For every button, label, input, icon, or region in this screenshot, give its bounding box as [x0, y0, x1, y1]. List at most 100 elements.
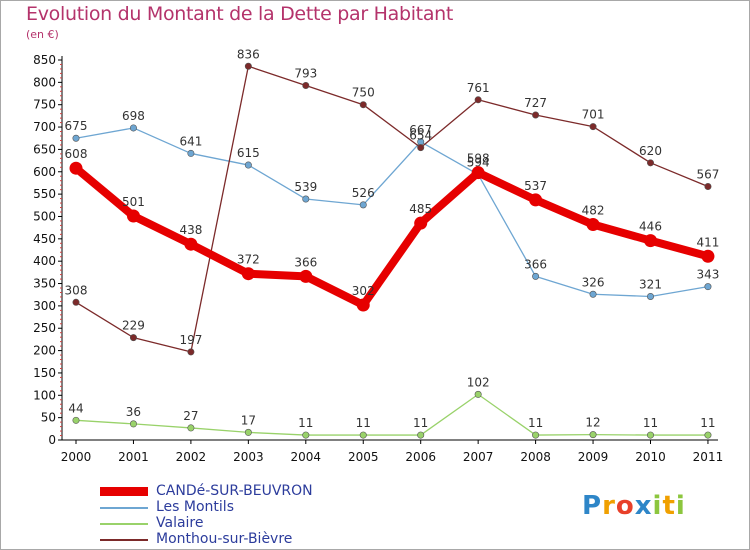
data-point — [356, 298, 370, 312]
x-tick-label: 2009 — [578, 450, 609, 464]
data-point — [129, 124, 137, 132]
logo-letter: o — [615, 491, 635, 521]
data-label: 11 — [413, 416, 428, 430]
data-label: 793 — [294, 66, 317, 80]
y-tick-label: 550 — [33, 187, 56, 201]
data-label: 654 — [409, 129, 432, 143]
proxiti-logo: Proxiti — [582, 491, 686, 521]
data-point — [644, 234, 657, 248]
logo-letter: i — [675, 491, 686, 521]
data-point — [474, 390, 482, 398]
x-tick-label: 2005 — [348, 450, 379, 464]
data-label: 308 — [65, 283, 88, 297]
data-point — [359, 101, 367, 109]
data-label: 102 — [467, 375, 490, 389]
data-label: 727 — [524, 96, 547, 110]
data-label: 321 — [639, 277, 662, 291]
data-point — [244, 62, 252, 70]
data-point — [414, 216, 428, 230]
y-tick-label: 800 — [33, 75, 56, 89]
data-label: 537 — [524, 179, 547, 193]
series-line — [75, 393, 709, 436]
y-tick-label: 50 — [41, 411, 56, 425]
data-label: 11 — [643, 416, 658, 430]
data-point — [589, 431, 597, 439]
data-label: 485 — [409, 202, 432, 216]
data-label: 36 — [126, 405, 141, 419]
y-tick-label: 100 — [33, 388, 56, 402]
data-point — [241, 267, 255, 281]
data-label: 615 — [237, 146, 260, 160]
data-point — [299, 269, 313, 283]
data-point — [417, 144, 425, 152]
data-point — [704, 283, 712, 291]
chart-title: Evolution du Montant de la Dette par Hab… — [26, 3, 454, 25]
data-label: 366 — [294, 255, 317, 269]
data-point — [532, 111, 540, 119]
y-tick-label: 400 — [33, 254, 56, 268]
data-point — [72, 298, 80, 306]
data-label: 594 — [467, 155, 490, 169]
data-label: 197 — [179, 333, 202, 347]
x-tick-label: 2003 — [233, 450, 264, 464]
data-label: 526 — [352, 186, 375, 200]
data-label: 326 — [582, 275, 605, 289]
data-label: 11 — [528, 416, 543, 430]
data-point — [359, 201, 367, 209]
data-point — [646, 159, 654, 167]
data-label: 27 — [183, 409, 198, 423]
data-label: 598 — [467, 152, 490, 166]
logo-letter: i — [652, 491, 663, 521]
data-point — [359, 431, 367, 439]
data-point — [187, 348, 195, 356]
x-tick-label: 2001 — [118, 450, 149, 464]
legend-label: CANDé-SUR-BEUVRON — [156, 483, 313, 499]
data-point — [471, 166, 485, 180]
data-label: 343 — [696, 268, 719, 282]
x-tick-label: 2007 — [463, 450, 494, 464]
legend-item: Monthou-sur-Bièvre — [100, 531, 430, 548]
data-label: 620 — [639, 144, 662, 158]
y-tick-label: 600 — [33, 165, 56, 179]
data-label: 11 — [356, 416, 371, 430]
y-tick-label: 200 — [33, 344, 56, 358]
chart-unit: (en €) — [26, 28, 59, 41]
legend-swatch — [100, 539, 148, 541]
data-label: 608 — [65, 147, 88, 161]
data-point — [302, 431, 310, 439]
logo-letter: t — [662, 491, 676, 521]
y-tick-label: 300 — [33, 299, 56, 313]
data-point — [704, 431, 712, 439]
y-tick-label: 850 — [33, 53, 56, 67]
data-point — [589, 123, 597, 131]
x-tick-label: 2006 — [405, 450, 436, 464]
x-tick-label: 2008 — [520, 450, 551, 464]
data-point — [701, 249, 715, 263]
data-label: 302 — [352, 284, 375, 298]
y-tick-label: 250 — [33, 321, 56, 335]
data-label: 11 — [700, 416, 715, 430]
x-tick-label: 2010 — [635, 450, 666, 464]
x-tick-label: 2000 — [61, 450, 92, 464]
data-point — [646, 292, 654, 300]
data-point — [589, 290, 597, 298]
y-tick-label: 750 — [33, 98, 56, 112]
x-tick-label: 2004 — [291, 450, 322, 464]
data-point — [129, 420, 137, 428]
data-label: 438 — [179, 223, 202, 237]
y-tick-label: 650 — [33, 142, 56, 156]
data-label: 482 — [582, 204, 605, 218]
data-point — [126, 209, 140, 223]
data-label: 17 — [241, 413, 256, 427]
data-label: 698 — [122, 109, 145, 123]
data-label: 44 — [68, 401, 83, 415]
data-label: 411 — [696, 235, 719, 249]
data-label: 761 — [467, 81, 490, 95]
data-point — [704, 183, 712, 191]
data-point — [586, 218, 600, 232]
data-label: 567 — [696, 168, 719, 182]
data-point — [302, 195, 310, 203]
series-line — [75, 65, 709, 353]
logo-letter: P — [582, 491, 603, 521]
data-label: 641 — [179, 134, 202, 148]
